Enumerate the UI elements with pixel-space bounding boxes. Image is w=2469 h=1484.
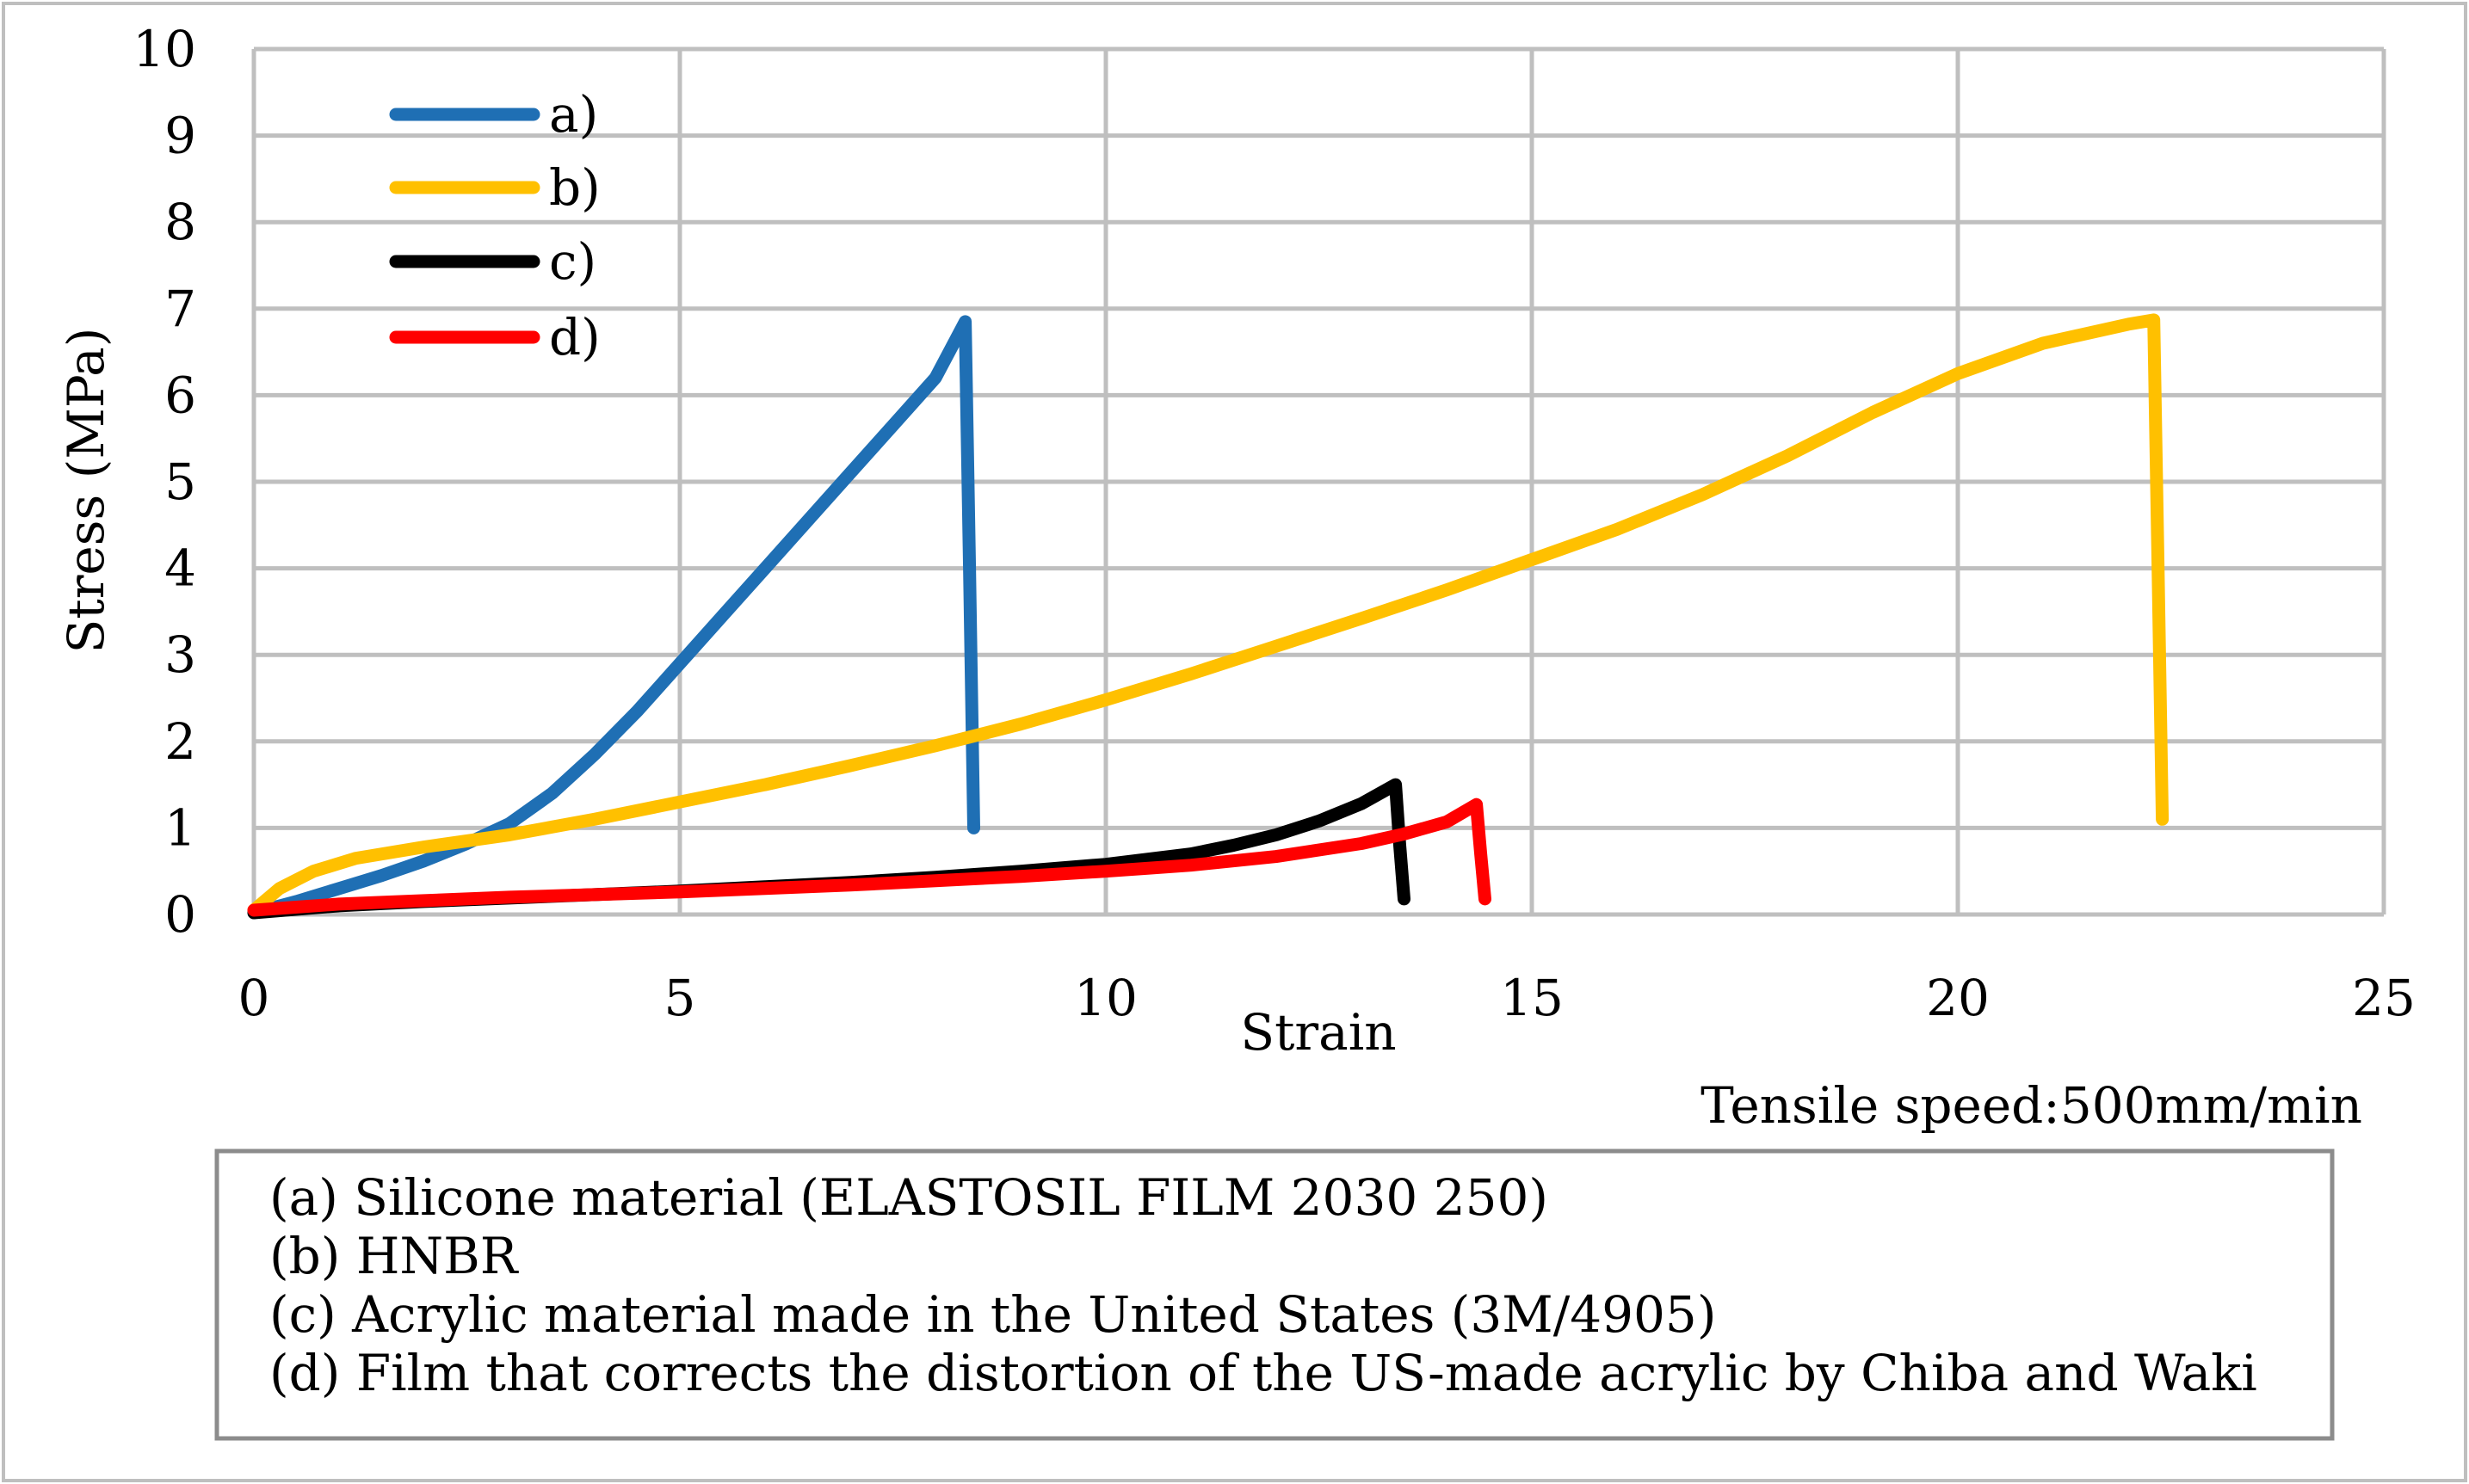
x-tick-label-4: 20 xyxy=(1926,969,1990,1027)
x-tick-label-1: 5 xyxy=(664,969,696,1027)
y-tick-label-9: 9 xyxy=(164,107,196,165)
y-tick-label-3: 3 xyxy=(164,625,196,684)
caption: (a) Silicone material (ELASTOSIL FILM 20… xyxy=(269,1168,2257,1402)
y-tick-label-8: 8 xyxy=(164,193,196,251)
y-tick-label-7: 7 xyxy=(164,280,196,338)
x-tick-label-3: 15 xyxy=(1500,969,1564,1027)
y-tick-label-5: 5 xyxy=(164,453,196,511)
caption-line-c: (c) Acrylic material made in the United … xyxy=(269,1285,1716,1344)
x-tick-label-0: 0 xyxy=(238,969,270,1027)
caption-line-a: (a) Silicone material (ELASTOSIL FILM 20… xyxy=(269,1168,1548,1227)
tick-labels: 0 1 2 3 4 5 6 7 8 9 10 0 5 10 15 20 25 xyxy=(133,20,2416,1027)
legend-label-d: d) xyxy=(549,308,601,366)
y-tick-label-10: 10 xyxy=(133,20,196,78)
data-series xyxy=(247,313,2170,920)
y-tick-label-0: 0 xyxy=(164,885,196,944)
tensile-speed-note: Tensile speed:500mm/min xyxy=(1701,1076,2362,1135)
y-tick-label-1: 1 xyxy=(164,798,196,857)
caption-line-b: (b) HNBR xyxy=(269,1227,520,1285)
y-tick-label-6: 6 xyxy=(164,366,196,424)
x-tick-label-5: 25 xyxy=(2352,969,2416,1027)
y-tick-label-2: 2 xyxy=(164,712,196,771)
caption-box xyxy=(214,1148,2335,1441)
legend-label-c: c) xyxy=(549,232,596,291)
legend-label-a: a) xyxy=(549,85,598,144)
series-line-b xyxy=(247,313,2170,917)
y-axis-title: Stress (MPa) xyxy=(57,328,115,654)
y-tick-label-4: 4 xyxy=(164,539,196,598)
legend-label-b: b) xyxy=(549,158,601,217)
x-axis-title: Strain xyxy=(1240,1003,1396,1062)
grid-lines xyxy=(251,46,2386,917)
series-line-d xyxy=(247,797,1491,917)
caption-line-d: (d) Film that corrects the distortion of… xyxy=(269,1344,2257,1402)
x-tick-label-2: 10 xyxy=(1074,969,1138,1027)
series-line-a xyxy=(247,315,980,920)
legend: a) b) c) d) xyxy=(389,85,601,366)
